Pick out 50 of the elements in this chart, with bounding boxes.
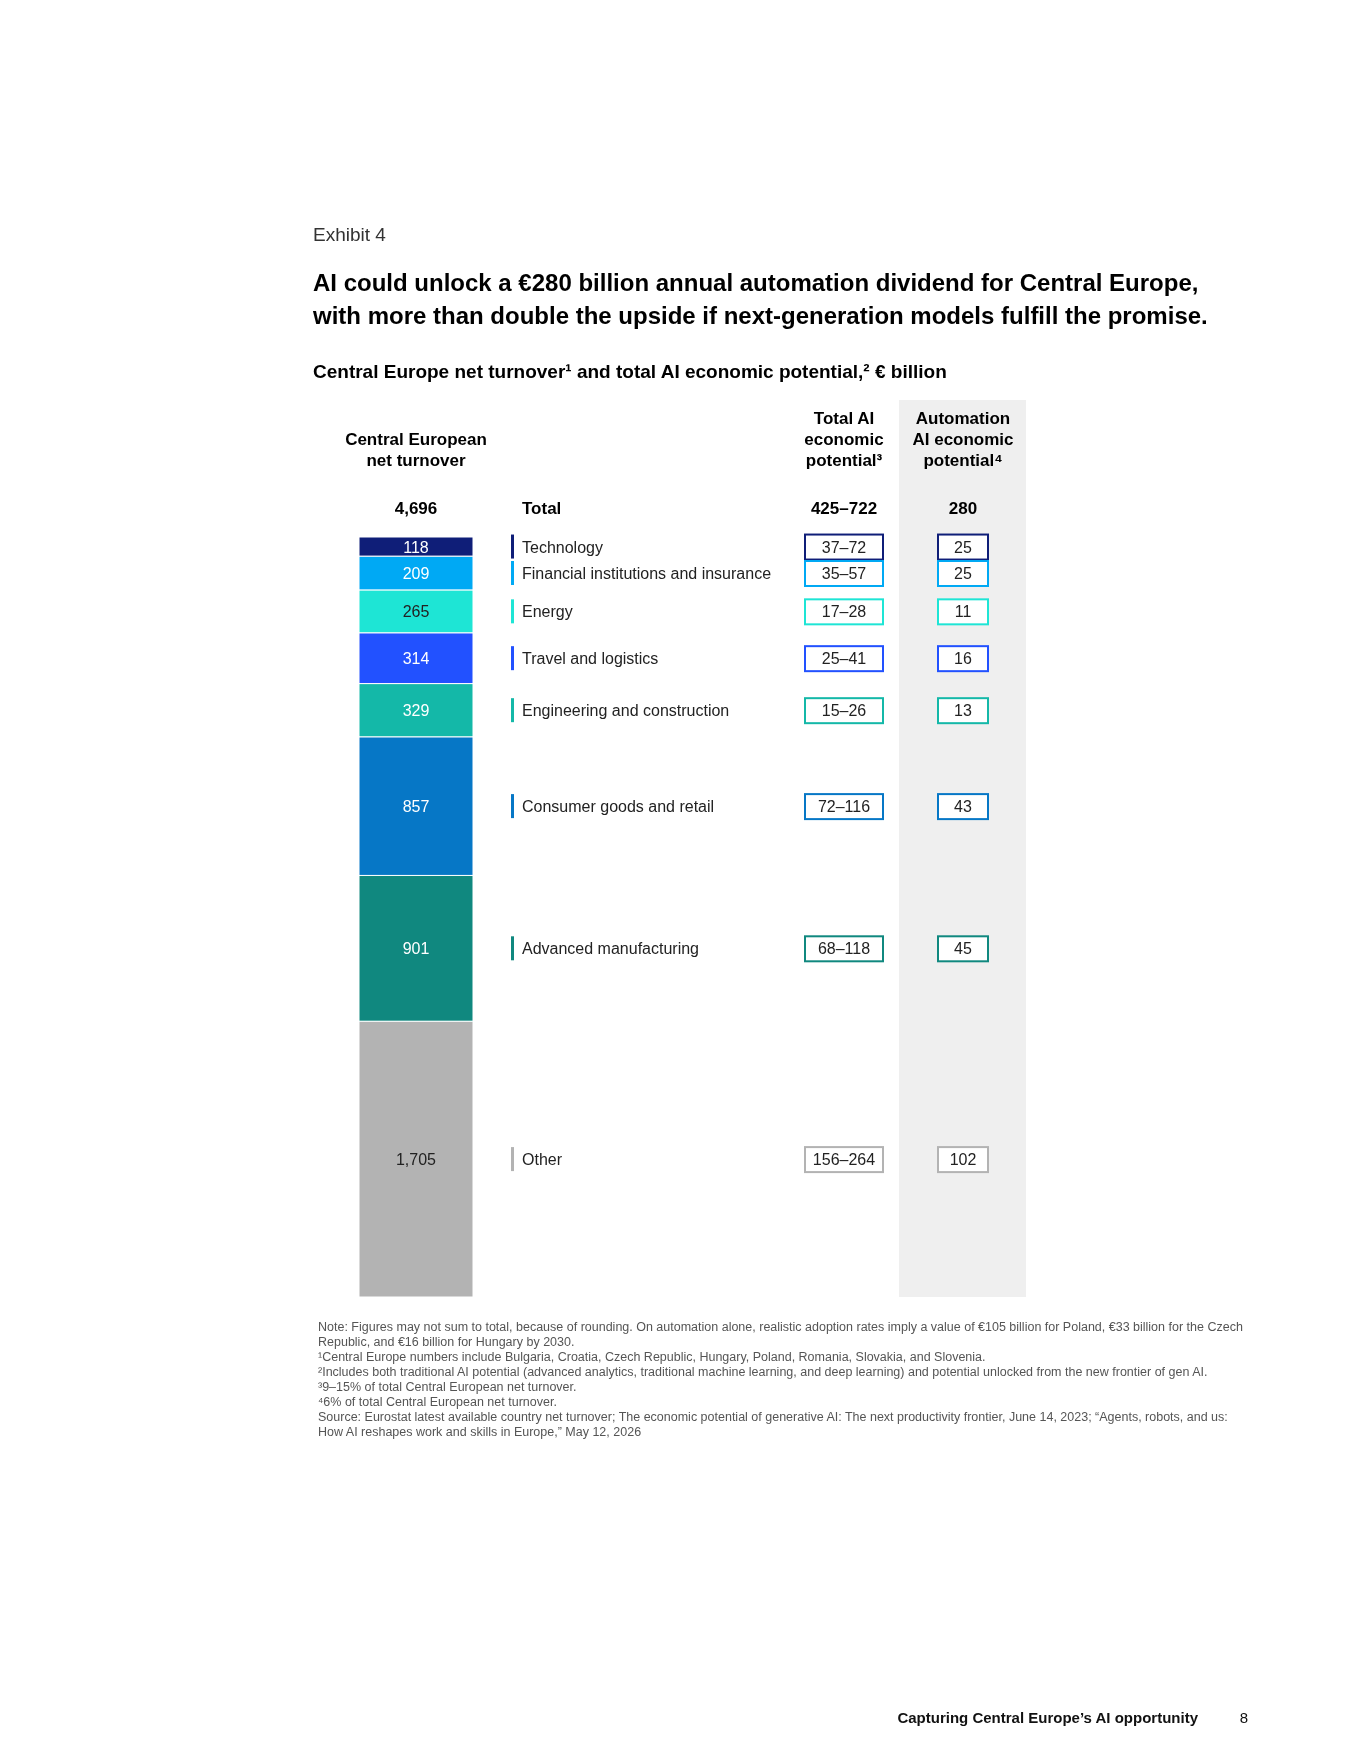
text: ²Includes both traditional AI potential (advanced analytics, traditional machine learning, and deep learning) and potential unlocked from the new frontier of gen AI.: [318, 1365, 1208, 1379]
data-label: 857: [402, 798, 430, 816]
text: ³9–15% of total Central European net turnover.: [318, 1380, 577, 1394]
text: Total AI economic potential³: [804, 409, 884, 470]
text: 425–722: [810, 499, 878, 518]
legend-label: Energy: [522, 603, 573, 621]
data-label: 45: [954, 940, 972, 958]
data-label: 314: [402, 650, 430, 668]
data-label: 25: [954, 538, 972, 556]
text: Capturing Central Europe’s AI opportunity: [897, 1709, 1199, 1726]
text: ¹Central Europe numbers include Bulgaria, Croatia, Czech Republic, Hungary, Poland, Romania, Slovakia, and Slovenia.: [318, 1350, 986, 1364]
text: 156–264: [812, 1151, 876, 1169]
text: 72–116: [817, 798, 871, 816]
text: 15–26: [821, 702, 867, 720]
data-label: 13: [954, 702, 972, 720]
legend-label: Financial institutions and insurance: [522, 564, 772, 582]
text: Other: [522, 1151, 563, 1169]
data-label: 102: [949, 1151, 977, 1169]
legend-label: Technology: [522, 538, 603, 556]
text: Central Europe net turnover¹ and total AI economic potential,² € billion: [313, 361, 947, 382]
text: ⁴6% of total Central European net turnover.: [318, 1395, 557, 1409]
data-label: 11: [954, 603, 972, 621]
text: 8: [1239, 1709, 1248, 1726]
data-label: 329: [402, 702, 430, 720]
text: Automation AI economic potential⁴: [912, 409, 1014, 470]
legend-label: Engineering and construction: [522, 702, 730, 720]
text: 37–72: [821, 538, 867, 556]
data-label: 265: [402, 603, 430, 621]
legend-label: Advanced manufacturing: [522, 940, 699, 958]
text: 17–28: [821, 603, 867, 621]
source-note: Source: Eurostat latest available country net turnover; The economic potential of generative AI: The next productivity frontier, June 14, 2023; “Agents, robots, and us: How AI reshapes work and skills in Europe,” May 12, 2026: [318, 1410, 1228, 1439]
text: Total: [522, 499, 562, 518]
data-label: 901: [402, 940, 430, 958]
data-label: 209: [402, 564, 430, 582]
x-axis-title: Central European net turnover: [345, 430, 487, 470]
data-label: 43: [954, 798, 972, 816]
text: 25–41: [821, 650, 867, 668]
data-label: 1,705: [395, 1151, 437, 1169]
data-label: 118: [403, 538, 429, 556]
data-label: 280: [948, 499, 978, 518]
data-label: 16: [954, 650, 972, 668]
text: Note: Figures may not sum to total, because of rounding. On automation alone, realistic adoption rates imply a value of €105 billion for Poland, €33 billion for the Czech Republic, and €16 billion for Hungary by 2030.: [318, 1320, 1243, 1349]
text: 68–118: [817, 940, 871, 958]
data-label: 25: [954, 564, 972, 582]
legend-label: Travel and logistics: [522, 650, 659, 668]
text: AI could unlock a €280 billion annual automation dividend for Central Europe, with more than double the upside if next-generation models fulfill the promise.: [312, 269, 1208, 329]
total-label: 4,696: [394, 499, 438, 518]
text: Exhibit 4: [313, 224, 387, 245]
text: 35–57: [821, 564, 867, 582]
legend-label: Consumer goods and retail: [522, 798, 715, 816]
